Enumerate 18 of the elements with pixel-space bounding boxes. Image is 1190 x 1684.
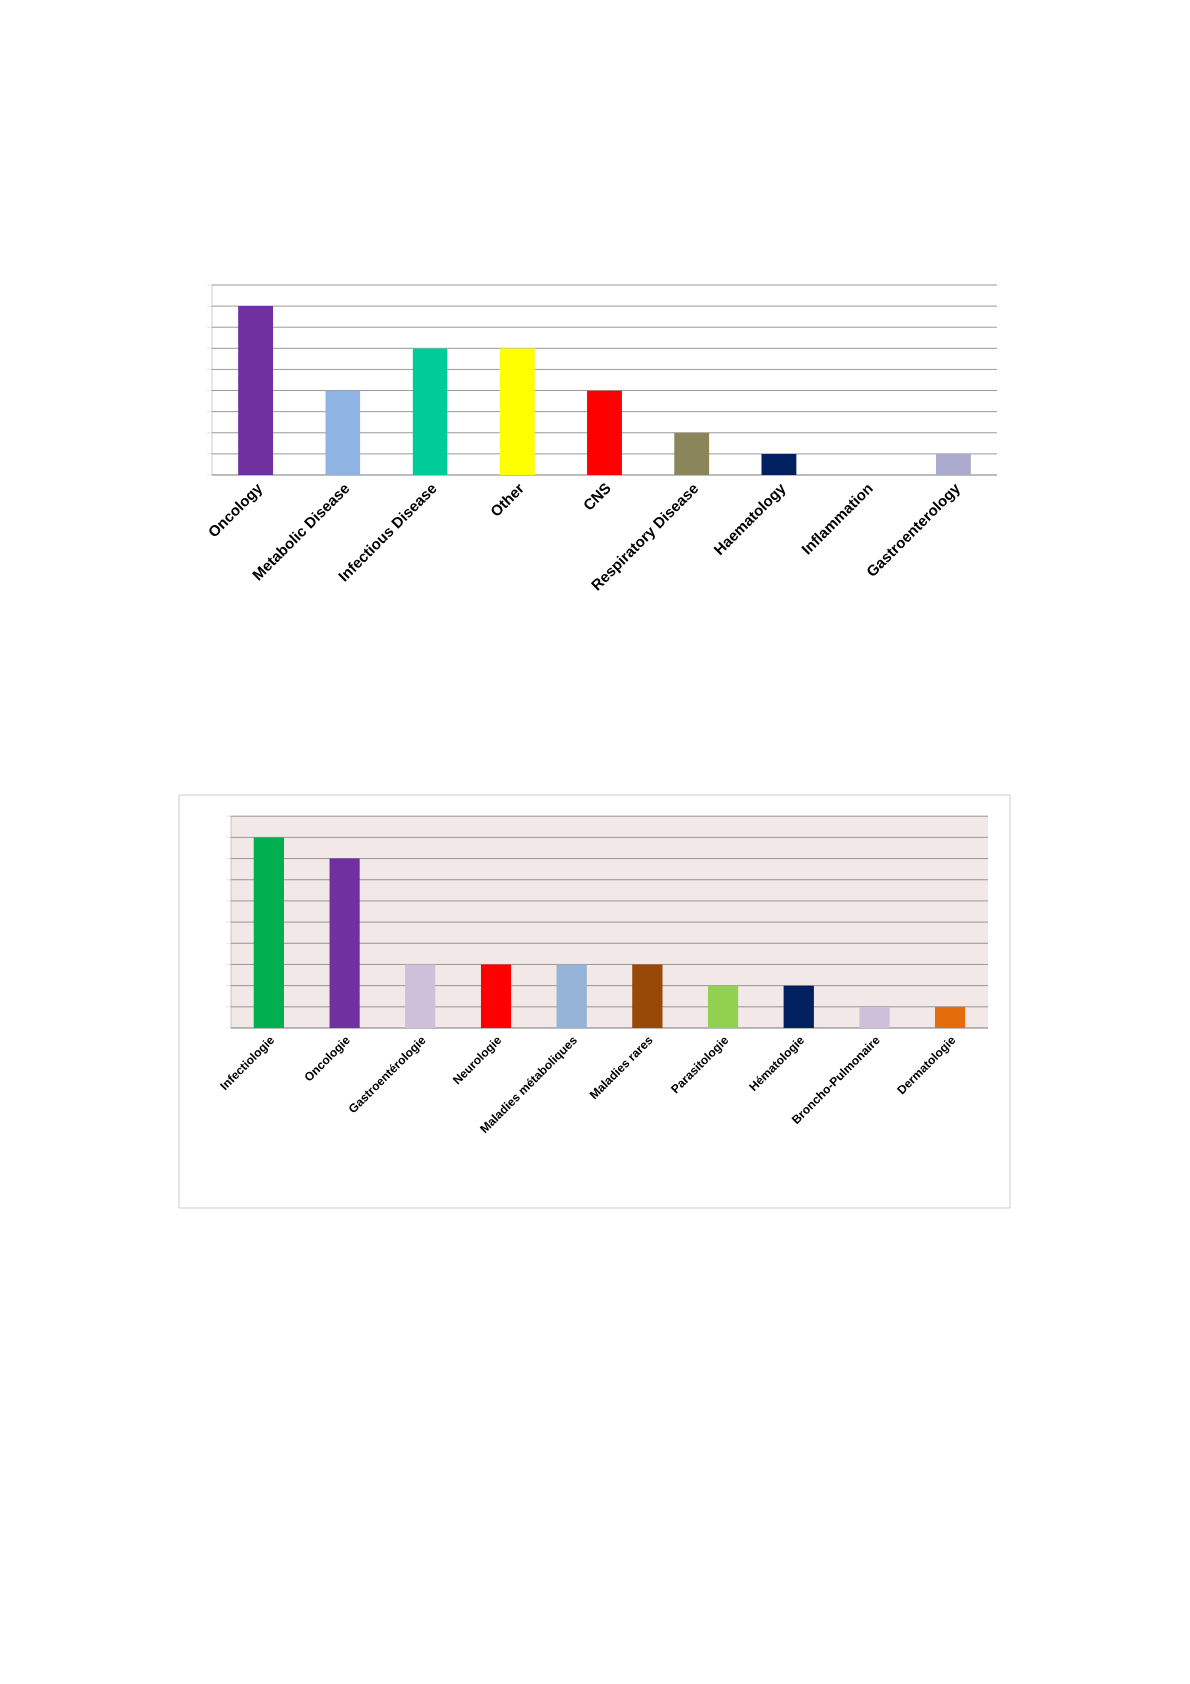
bar xyxy=(707,985,739,1028)
bar xyxy=(325,390,361,475)
bar xyxy=(783,985,814,1028)
bar xyxy=(499,348,535,475)
bar xyxy=(632,964,663,1028)
bar xyxy=(587,390,622,475)
bar xyxy=(674,432,710,475)
bar xyxy=(238,306,274,475)
bar xyxy=(935,453,971,475)
bar xyxy=(480,964,512,1028)
bar xyxy=(859,1006,890,1028)
bar xyxy=(556,964,587,1028)
bar xyxy=(405,964,436,1028)
bar xyxy=(253,837,284,1028)
bar xyxy=(935,1006,966,1028)
bar xyxy=(412,348,448,475)
bar xyxy=(329,858,360,1028)
bar xyxy=(761,453,797,475)
